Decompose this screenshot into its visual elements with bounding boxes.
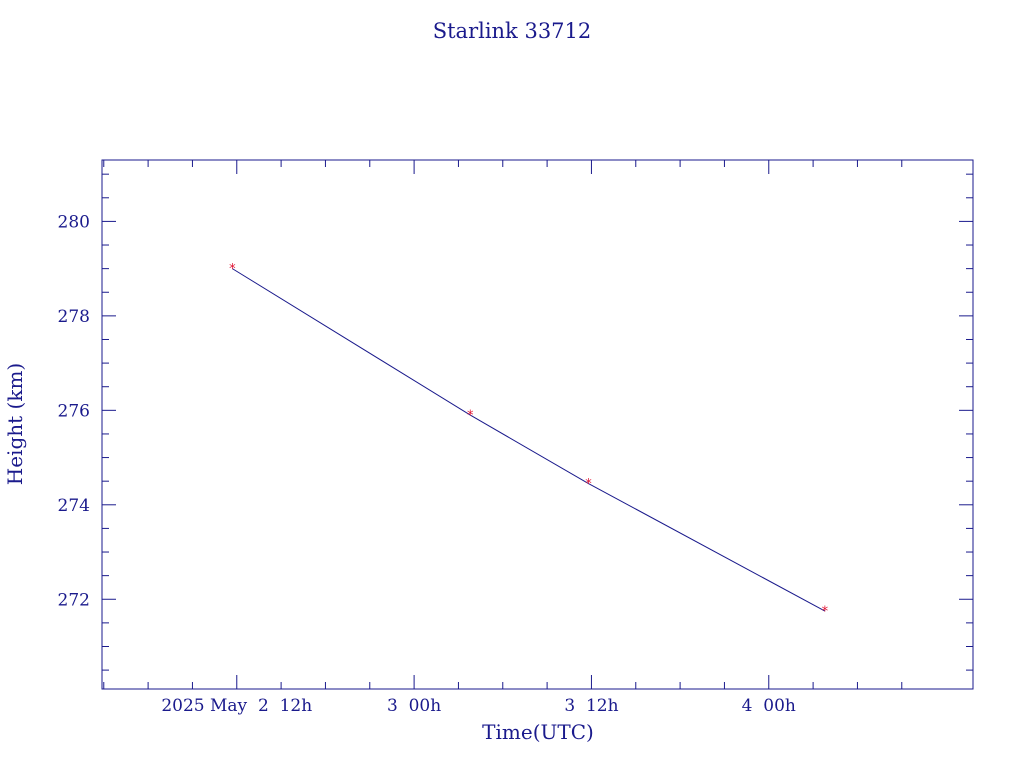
y-tick-label: 278 [58,307,90,327]
x-axis-label: Time(UTC) [482,720,594,744]
y-axis-ticks: 272 274 276 278 280 [58,212,973,610]
data-point-marker: * [229,262,236,277]
data-point-marker: * [467,409,474,424]
data-point-marker: * [822,605,829,620]
x-tick-label: 3 12h [564,696,618,716]
minor-ticks [102,160,973,689]
plot-frame [101,159,974,690]
data-point-marker: * [585,477,592,492]
chart-title: Starlink 33712 [433,19,592,43]
y-tick-label: 272 [58,590,90,610]
x-tick-label: 3 00h [387,696,441,716]
y-tick-label: 276 [58,401,90,421]
x-tick-label: 4 00h [742,696,796,716]
series-line [232,268,826,612]
x-tick-label: 2025 May 2 12h [161,696,312,716]
y-axis-label: Height (km) [3,363,27,485]
y-tick-label: 274 [58,496,90,516]
y-tick-label: 280 [58,212,90,232]
data-points: * * * * [229,262,829,619]
x-axis-ticks: 2025 May 2 12h 3 00h 3 12h 4 00h [161,160,796,716]
